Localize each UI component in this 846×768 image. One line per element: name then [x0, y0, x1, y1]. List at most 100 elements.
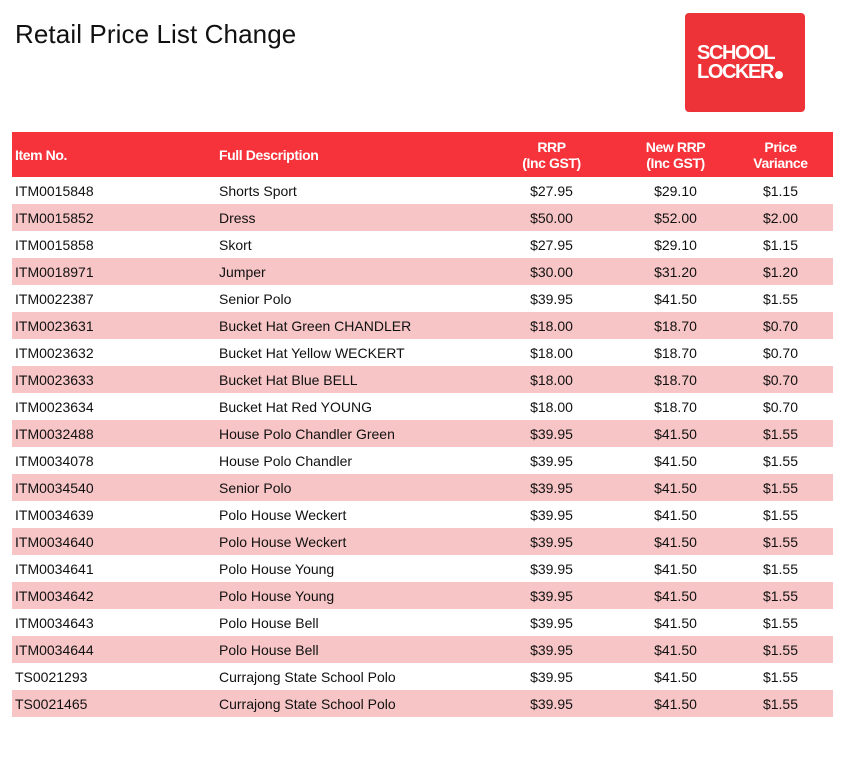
cell-item-no: ITM0023631 — [15, 317, 94, 334]
cell-full-description: Bucket Hat Blue BELL — [219, 371, 358, 388]
table-row: ITM0034639 Polo House Weckert $39.95 $41.50… — [12, 501, 833, 528]
cell-item-no: ITM0015848 — [15, 182, 94, 199]
cell-rrp: $18.00 — [530, 371, 573, 388]
cell-new-rrp: $41.50 — [654, 479, 697, 496]
cell-item-no: ITM0032488 — [15, 425, 94, 442]
cell-full-description: Polo House Young — [219, 587, 335, 604]
cell-new-rrp: $41.50 — [654, 695, 697, 712]
cell-price-variance: $1.55 — [762, 290, 799, 307]
cell-rrp: $39.95 — [530, 560, 573, 577]
table-row: ITM0023633 Bucket Hat Blue BELL $18.00 $18.… — [12, 366, 833, 393]
cell-new-rrp: $18.70 — [654, 398, 697, 415]
cell-price-variance: $1.55 — [762, 587, 799, 604]
logo-line-1: SCHOOL — [697, 41, 776, 64]
header-new-rrp-line-1: New RRP — [645, 138, 706, 155]
cell-full-description: Polo House Weckert — [219, 506, 347, 523]
table-row: ITM0023631 Bucket Hat Green CHANDLER $18.0… — [12, 312, 833, 339]
cell-price-variance: $1.55 — [762, 533, 799, 550]
cell-new-rrp: $41.50 — [654, 587, 697, 604]
logo-line-2: LOCKER — [697, 62, 793, 82]
cell-price-variance: $2.00 — [762, 209, 799, 226]
page-title: Retail Price List Change — [15, 19, 297, 49]
cell-new-rrp: $41.50 — [654, 533, 697, 550]
table-row: ITM0034644 Polo House Bell $39.95 $41.50 $1.… — [12, 636, 833, 663]
cell-new-rrp: $18.70 — [654, 317, 697, 334]
cell-full-description: Polo House Bell — [219, 641, 319, 658]
cell-new-rrp: $29.10 — [654, 182, 697, 199]
cell-item-no: ITM0015852 — [15, 209, 94, 226]
cell-item-no: ITM0023632 — [15, 344, 94, 361]
cell-full-description: Polo House Weckert — [219, 533, 347, 550]
table-row: ITM0015858 Skort $27.95 $29.10 $1.15 — [12, 231, 833, 258]
cell-new-rrp: $41.50 — [654, 668, 697, 685]
cell-new-rrp: $41.50 — [654, 290, 697, 307]
cell-price-variance: $1.55 — [762, 560, 799, 577]
cell-rrp: $50.00 — [530, 209, 573, 226]
cell-item-no: ITM0023634 — [15, 398, 94, 415]
cell-rrp: $39.95 — [530, 479, 573, 496]
header-price-variance-line-2: Variance — [753, 154, 808, 171]
cell-full-description: House Polo Chandler Green — [219, 425, 395, 442]
cell-full-description: Senior Polo — [219, 290, 292, 307]
header-item-no: Item No. — [15, 146, 68, 163]
cell-rrp: $18.00 — [530, 398, 573, 415]
cell-price-variance: $1.55 — [762, 668, 799, 685]
header-new-rrp: New RRP (Inc GST) — [623, 132, 728, 177]
cell-item-no: ITM0023633 — [15, 371, 94, 388]
cell-item-no: ITM0034642 — [15, 587, 94, 604]
cell-new-rrp: $41.50 — [654, 425, 697, 442]
cell-rrp: $18.00 — [530, 344, 573, 361]
table-row: ITM0022387 Senior Polo $39.95 $41.50 $1.55 — [12, 285, 833, 312]
table-header-row: Item No. Full Description RRP (Inc GST) … — [12, 132, 833, 177]
table-row: ITM0018971 Jumper $30.00 $31.20 $1.20 — [12, 258, 833, 285]
cell-price-variance: $1.15 — [762, 182, 799, 199]
cell-full-description: Shorts Sport — [219, 182, 297, 199]
header-price-variance: Price Variance — [728, 132, 833, 177]
cell-rrp: $39.95 — [530, 290, 573, 307]
cell-full-description: Polo House Bell — [219, 614, 319, 631]
cell-price-variance: $1.55 — [762, 425, 799, 442]
cell-full-description: Bucket Hat Green CHANDLER — [219, 317, 412, 334]
cell-full-description: Dress — [219, 209, 256, 226]
header-new-rrp-line-2: (Inc GST) — [646, 154, 705, 171]
cell-item-no: TS0021293 — [15, 668, 88, 685]
cell-item-no: ITM0034639 — [15, 506, 94, 523]
table-row: ITM0034540 Senior Polo $39.95 $41.50 $1.55 — [12, 474, 833, 501]
cell-rrp: $39.95 — [530, 614, 573, 631]
cell-new-rrp: $52.00 — [654, 209, 697, 226]
cell-item-no: ITM0015858 — [15, 236, 94, 253]
cell-item-no: ITM0034640 — [15, 533, 94, 550]
cell-full-description: Jumper — [219, 263, 266, 280]
cell-full-description: Bucket Hat Yellow WECKERT — [219, 344, 405, 361]
price-list-table: Item No. Full Description RRP (Inc GST) … — [12, 132, 833, 717]
cell-rrp: $27.95 — [530, 236, 573, 253]
table-row: ITM0034643 Polo House Bell $39.95 $41.50 $1.… — [12, 609, 833, 636]
cell-full-description: Senior Polo — [219, 479, 292, 496]
cell-rrp: $39.95 — [530, 695, 573, 712]
cell-price-variance: $1.55 — [762, 641, 799, 658]
cell-new-rrp: $41.50 — [654, 614, 697, 631]
cell-new-rrp: $41.50 — [654, 452, 697, 469]
cell-new-rrp: $41.50 — [654, 641, 697, 658]
table-row: ITM0023632 Bucket Hat Yellow WECKERT $18.0… — [12, 339, 833, 366]
cell-price-variance: $1.55 — [762, 479, 799, 496]
cell-new-rrp: $41.50 — [654, 506, 697, 523]
table-row: ITM0015848 Shorts Sport $27.95 $29.10 $1.15 — [12, 177, 833, 204]
cell-item-no: ITM0034540 — [15, 479, 94, 496]
cell-rrp: $39.95 — [530, 533, 573, 550]
table-row: ITM0015852 Dress $50.00 $52.00 $2.00 — [12, 204, 833, 231]
cell-item-no: ITM0034643 — [15, 614, 94, 631]
cell-rrp: $39.95 — [530, 587, 573, 604]
table-row: ITM0034642 Polo House Young $39.95 $41.50 $1… — [12, 582, 833, 609]
cell-price-variance: $1.20 — [762, 263, 799, 280]
cell-rrp: $39.95 — [530, 668, 573, 685]
cell-new-rrp: $31.20 — [654, 263, 697, 280]
cell-rrp: $39.95 — [530, 506, 573, 523]
header-rrp-line-1: RRP — [537, 138, 566, 155]
cell-new-rrp: $29.10 — [654, 236, 697, 253]
cell-price-variance: $1.55 — [762, 452, 799, 469]
cell-new-rrp: $41.50 — [654, 560, 697, 577]
cell-item-no: ITM0022387 — [15, 290, 94, 307]
cell-price-variance: $1.15 — [762, 236, 799, 253]
table-body: ITM0015848 Shorts Sport $27.95 $29.10 $1.15 I… — [12, 177, 833, 717]
